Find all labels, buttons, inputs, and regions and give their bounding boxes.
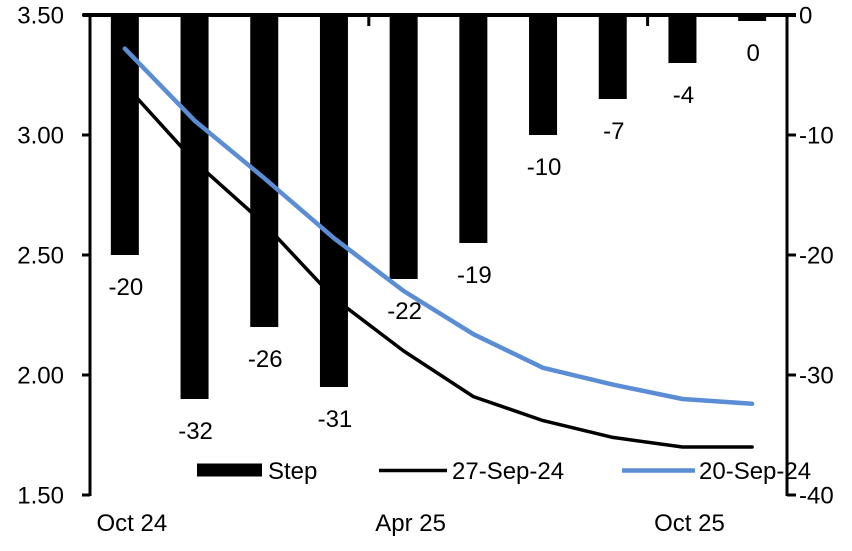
- left-axis-tick-label: 3.00: [17, 123, 64, 150]
- legend: Step 27-Sep-24 20-Sep-24: [197, 458, 811, 485]
- bar: [319, 15, 348, 387]
- left-axis-tick-label: 1.50: [17, 483, 64, 510]
- x-axis-label: Apr 25: [375, 510, 446, 537]
- right-axis-tick-label: -20: [799, 243, 834, 270]
- legend-label: Step: [268, 458, 317, 485]
- bar-value-label: -22: [387, 298, 422, 325]
- bar: [529, 15, 558, 135]
- right-axis-tick-label: -40: [799, 483, 834, 510]
- bar-value-label: -20: [109, 274, 144, 301]
- bar: [459, 15, 488, 243]
- bar-value-label: -7: [603, 118, 624, 145]
- bar-series: [110, 15, 767, 399]
- bar: [389, 15, 418, 279]
- bar-value-label: -10: [527, 154, 562, 181]
- line-series-27-sep-24: [123, 82, 754, 449]
- bar-value-label: -31: [318, 406, 353, 433]
- axes: [82, 13, 796, 497]
- bar: [598, 15, 627, 99]
- bar-value-label: -4: [673, 82, 694, 109]
- x-axis-label: Oct 25: [654, 510, 725, 537]
- bar-labels: -20 -32 -26 -31 -22 -19 -10 -7 -4 0: [109, 40, 760, 445]
- x-axis-labels: Oct 24 Apr 25 Oct 25: [96, 510, 724, 537]
- bar: [180, 15, 209, 399]
- bar-value-label: -26: [248, 346, 283, 373]
- legend-label: 20-Sep-24: [699, 458, 811, 485]
- legend-label: 27-Sep-24: [452, 458, 564, 485]
- bar: [668, 15, 697, 63]
- line-series: [122, 46, 755, 449]
- bar-value-label: -32: [178, 418, 213, 445]
- left-axis-tick-label: 3.50: [17, 3, 64, 30]
- line-series-20-sep-24: [122, 46, 755, 407]
- right-axis-tick-label: -10: [799, 123, 834, 150]
- left-axis-tick-label: 2.50: [17, 243, 64, 270]
- bar: [110, 15, 139, 255]
- bar-value-label: 0: [746, 40, 759, 67]
- right-axis-tick-label: 0: [799, 3, 812, 30]
- left-axis-tick-label: 2.00: [17, 363, 64, 390]
- x-axis-label: Oct 24: [96, 510, 167, 537]
- axis-tick-labels: 3.503.002.502.001.500-10-20-30-40: [17, 3, 833, 510]
- bar: [738, 15, 767, 21]
- right-axis-tick-label: -30: [799, 363, 834, 390]
- legend-swatch-bar: [197, 463, 262, 477]
- bar-value-label: -19: [457, 262, 492, 289]
